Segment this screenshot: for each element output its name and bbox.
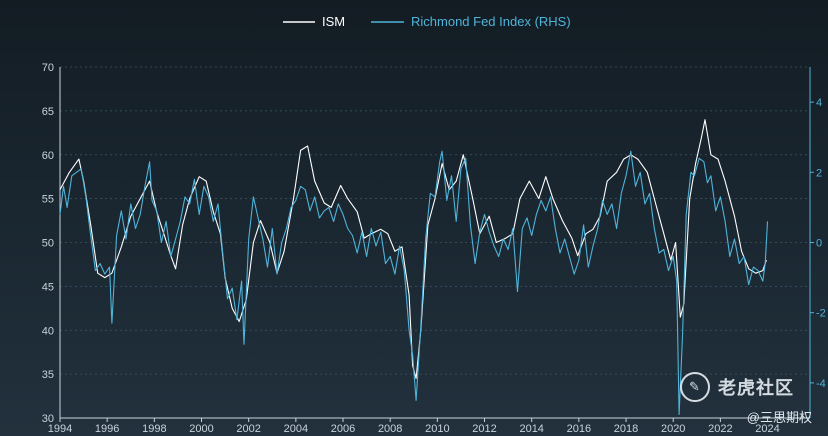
x-tick-label: 2004 [284,423,308,435]
x-tick-label: 2020 [661,423,685,435]
watermark-handle: @三思期权 [746,410,812,425]
x-tick-label: 2000 [189,423,213,435]
left-tick-label: 55 [42,194,54,206]
right-tick-label: 4 [816,97,822,109]
left-tick-label: 35 [42,369,54,381]
axes: 30 35 40 45 50 55 60 65 70 -4 -2 0 2 4 1994 1996 1998 200… [42,62,826,435]
x-tick-label: 2006 [331,423,355,435]
x-tick-label: 2008 [378,423,402,435]
x-tick-label: 2016 [567,423,591,435]
series-line-richmond-fed-index-rhs- [59,150,769,416]
x-tick-label: 2002 [236,423,260,435]
series-line-ism [59,119,767,380]
left-tick-label: 65 [42,106,54,118]
legend-label: ISM [322,14,345,29]
watermark: ✎ 老虎社区 [680,372,794,402]
right-tick-label: 2 [816,167,822,179]
right-tick-label: -4 [816,378,826,390]
x-tick-label: 2010 [425,423,449,435]
x-tick-label: 2018 [614,423,638,435]
x-tick-label: 2022 [708,423,732,435]
gridlines [60,66,810,375]
left-tick-label: 40 [42,325,54,337]
left-tick-label: 45 [42,281,54,293]
right-tick-label: 0 [816,238,822,250]
left-tick-label: 70 [42,62,54,74]
right-tick-label: -2 [816,308,826,320]
left-tick-label: 50 [42,238,54,250]
series-layer [59,119,769,416]
x-tick-label: 1998 [142,423,166,435]
tiger-logo-icon: ✎ [680,372,710,402]
x-tick-label: 2014 [519,423,543,435]
watermark-text: 老虎社区 [718,378,794,398]
x-tick-label: 1994 [48,423,72,435]
x-tick-label: 1996 [95,423,119,435]
x-tick-label: 2012 [472,423,496,435]
legend: ISM Richmond Fed Index (RHS) [283,14,571,29]
legend-label: Richmond Fed Index (RHS) [411,14,571,29]
left-tick-label: 30 [42,413,54,425]
left-tick-label: 60 [42,150,54,162]
x-tick-label: 2024 [755,423,779,435]
